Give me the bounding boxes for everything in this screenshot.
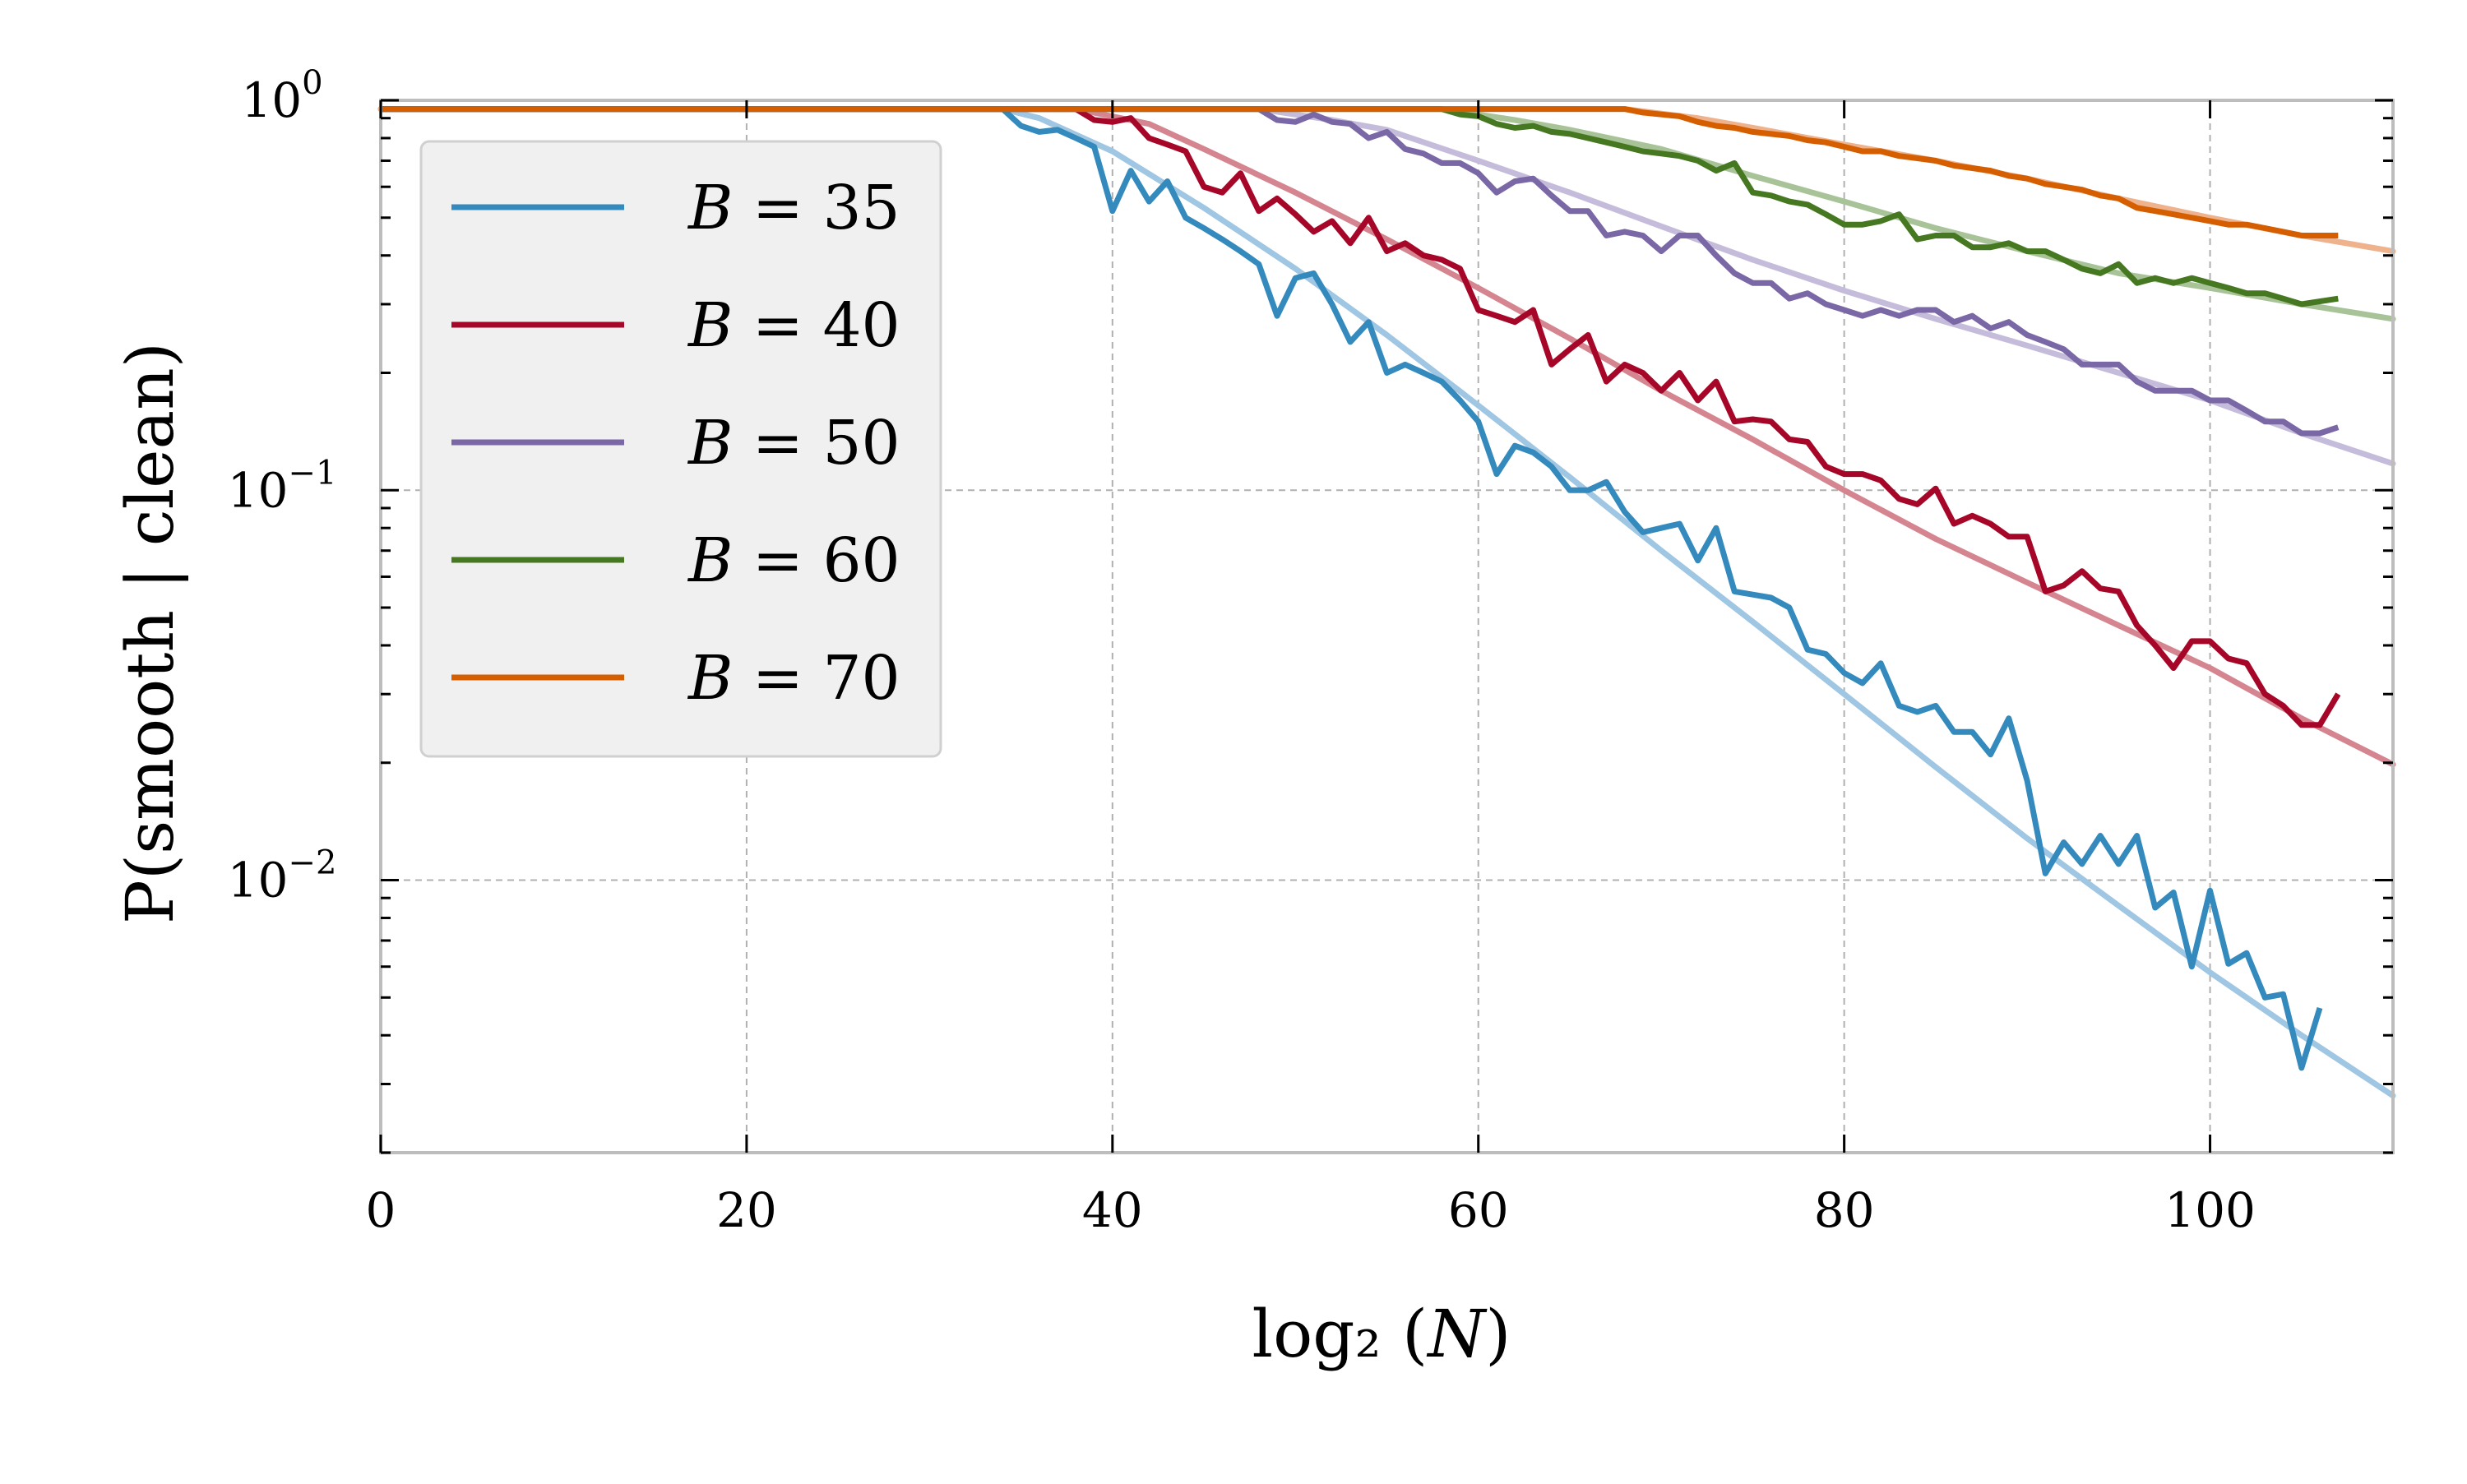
legend-label: B = 70	[687, 643, 900, 714]
y-tick-label: 10−2	[228, 844, 337, 908]
fit-line	[377, 106, 2396, 1099]
x-tick-label: 0	[366, 1182, 396, 1238]
series-line	[381, 106, 2339, 238]
x-axis-title: log₂ (N)	[1252, 1296, 1511, 1372]
legend-label: B = 40	[687, 290, 900, 361]
legend-label: B = 50	[687, 408, 900, 478]
plot-frame	[379, 99, 2395, 1154]
legend-label: B = 35	[687, 173, 900, 243]
series-line	[381, 106, 2339, 307]
x-tick-label: 100	[2164, 1182, 2256, 1238]
series-line	[381, 106, 2323, 1071]
x-tick-label: 80	[1814, 1182, 1875, 1238]
legend-label: B = 60	[687, 525, 900, 596]
y-axis-title: P(smooth | clean)	[112, 342, 188, 924]
legend-box	[419, 140, 942, 758]
y-tick-label: 10−1	[228, 454, 337, 518]
axes: 0 20 40 60 80 100 100 10−1 10−2	[228, 64, 2395, 1238]
x-tick-label: 60	[1448, 1182, 1509, 1238]
x-tick-label: 40	[1082, 1182, 1143, 1238]
legend: B = 35 B = 40 B = 50 B = 60 B = 70	[419, 140, 942, 758]
series-line	[381, 106, 2340, 437]
y-tick-label: 100	[241, 64, 322, 128]
series-line	[381, 106, 2341, 728]
series-lines	[381, 106, 2341, 1071]
fit-line	[377, 106, 2396, 322]
x-tick-label: 20	[716, 1182, 777, 1238]
